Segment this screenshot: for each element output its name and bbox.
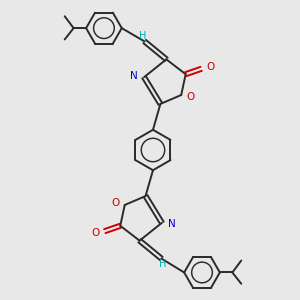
Text: H: H xyxy=(140,32,147,41)
Text: N: N xyxy=(130,71,137,81)
Text: O: O xyxy=(91,228,100,238)
Text: O: O xyxy=(206,62,215,72)
Text: N: N xyxy=(168,219,176,229)
Text: O: O xyxy=(187,92,195,102)
Text: O: O xyxy=(111,198,119,208)
Text: H: H xyxy=(159,259,166,269)
